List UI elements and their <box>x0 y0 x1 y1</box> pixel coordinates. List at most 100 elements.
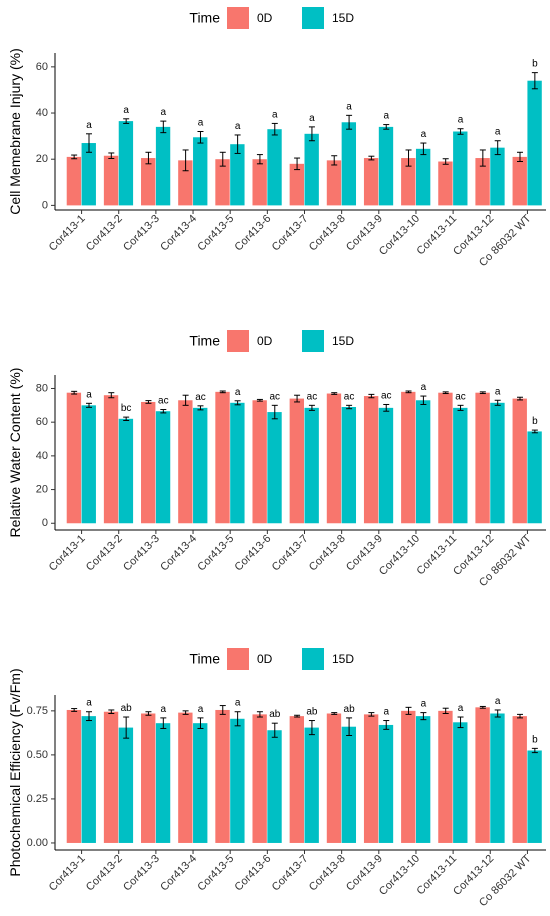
y-tick-label: 60 <box>36 61 48 73</box>
y-tick-label: 0.50 <box>27 749 48 761</box>
bar-15D-2 <box>118 121 134 206</box>
bar-15D-3 <box>155 411 171 524</box>
bar-15D-6 <box>267 129 282 206</box>
bar-0D-11 <box>438 710 453 843</box>
error-bar-15D-8 <box>346 717 353 737</box>
significance-label: b <box>532 416 538 427</box>
significance-label: a <box>123 105 129 116</box>
y-tick-label: 0.75 <box>27 705 48 717</box>
error-bar-0D-6 <box>256 398 263 402</box>
bar-15D-5 <box>230 718 245 843</box>
significance-label: ac <box>381 390 392 401</box>
significance-label: a <box>235 698 241 709</box>
error-bar-15D-9 <box>383 403 390 412</box>
error-bar-0D-11 <box>442 158 449 165</box>
bar-15D-3 <box>155 723 171 843</box>
bar-0D-13 <box>512 716 527 843</box>
legend-swatch-0D <box>227 7 249 29</box>
error-bar-0D-9 <box>368 155 375 161</box>
bar-15D-9 <box>378 126 394 206</box>
y-axis-label: Cell Memebrane Injury (%) <box>7 48 23 215</box>
significance-label: b <box>532 734 538 745</box>
x-tick-label: Cor413-8 <box>307 853 348 894</box>
bar-0D-7 <box>289 398 304 524</box>
error-bar-0D-5 <box>219 151 226 167</box>
error-bar-15D-4 <box>197 717 204 729</box>
error-bar-0D-9 <box>368 712 375 717</box>
error-bar-0D-2 <box>108 392 115 399</box>
x-tick-label: Cor413-6 <box>233 853 274 894</box>
bar-0D-8 <box>326 713 342 843</box>
error-bar-0D-7 <box>294 394 301 403</box>
error-bar-15D-5 <box>234 134 241 154</box>
significance-label: ac <box>344 391 355 402</box>
error-bar-15D-1 <box>86 402 93 408</box>
error-bar-0D-7 <box>294 714 301 718</box>
error-bar-0D-5 <box>219 705 226 715</box>
error-bar-15D-12 <box>494 709 501 718</box>
significance-label: bc <box>121 403 132 414</box>
x-tick-label: Cor413-1 <box>47 533 88 574</box>
error-bar-0D-10 <box>405 706 412 715</box>
bar-15D-2 <box>118 418 134 524</box>
significance-label: a <box>458 115 464 126</box>
error-bar-15D-3 <box>160 717 167 729</box>
legend-swatch-15D <box>302 648 324 670</box>
error-bar-15D-13 <box>531 72 538 90</box>
error-bar-0D-12 <box>479 705 486 709</box>
legend-label-0D: 0D <box>257 652 273 666</box>
x-tick-label: Cor413-10 <box>377 853 422 898</box>
error-bar-15D-11 <box>457 404 464 411</box>
error-bar-0D-1 <box>71 708 78 712</box>
error-bar-15D-2 <box>123 118 130 124</box>
significance-label: ab <box>269 709 281 720</box>
significance-label: ab <box>306 707 318 718</box>
error-bar-15D-13 <box>531 747 538 754</box>
error-bar-0D-6 <box>256 711 263 718</box>
significance-label: a <box>235 387 241 398</box>
error-bar-15D-9 <box>383 720 390 730</box>
bar-15D-8 <box>341 407 357 524</box>
error-bar-0D-3 <box>145 711 152 716</box>
significance-label: a <box>86 120 92 131</box>
x-tick-label: Cor413-6 <box>233 213 274 254</box>
error-bar-15D-7 <box>308 720 315 736</box>
error-bar-15D-10 <box>420 712 427 721</box>
bar-0D-9 <box>363 158 379 206</box>
bar-15D-9 <box>378 407 394 524</box>
legend-swatch-15D <box>302 330 324 352</box>
y-axis-label: Photochemical Efficiency (Fv/Fm) <box>7 668 23 876</box>
error-bar-0D-4 <box>182 149 189 172</box>
significance-label: a <box>235 121 241 132</box>
y-tick-label: 20 <box>36 153 48 165</box>
error-bar-0D-8 <box>331 392 338 395</box>
bar-15D-3 <box>155 126 171 206</box>
x-tick-label: Cor413-8 <box>307 533 348 574</box>
bar-0D-3 <box>141 401 156 524</box>
error-bar-15D-3 <box>160 409 167 414</box>
error-bar-15D-11 <box>457 716 464 729</box>
error-bar-15D-10 <box>420 395 427 405</box>
legend: Time 0D 15D <box>189 648 354 670</box>
error-bar-0D-10 <box>405 390 412 394</box>
bar-0D-12 <box>475 158 490 206</box>
significance-label: ab <box>344 704 356 715</box>
significance-label: a <box>383 111 389 122</box>
bar-0D-5 <box>215 159 230 206</box>
legend: Time 0D 15D <box>189 330 354 352</box>
y-axis-label: Relative Water Content (%) <box>7 368 23 538</box>
error-bar-15D-3 <box>160 120 167 134</box>
error-bar-15D-6 <box>271 404 278 420</box>
error-bar-0D-8 <box>331 155 338 166</box>
significance-label: a <box>495 386 501 397</box>
y-tick-label: 80 <box>36 382 48 394</box>
significance-label: a <box>495 127 501 138</box>
significance-label: a <box>198 118 204 129</box>
x-tick-label: Cor413-7 <box>270 853 311 894</box>
bar-0D-4 <box>178 712 193 843</box>
bar-0D-7 <box>289 716 304 843</box>
bar-0D-4 <box>178 400 193 524</box>
y-tick-label: 40 <box>36 107 48 119</box>
legend-title: Time <box>189 333 220 349</box>
bar-0D-10 <box>401 391 416 524</box>
